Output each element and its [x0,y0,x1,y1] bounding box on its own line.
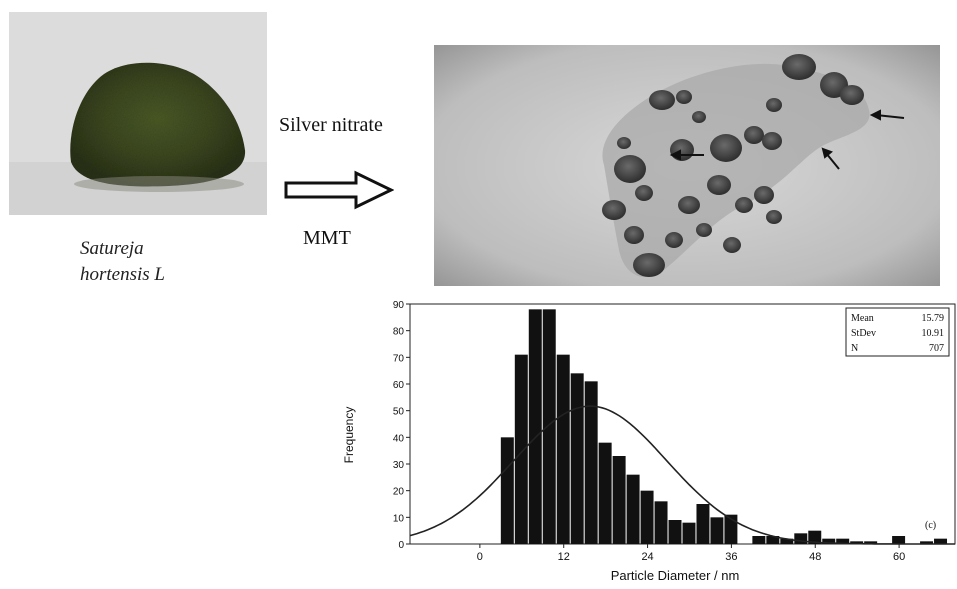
x-tick-label: 60 [893,551,905,563]
histogram-bar [696,504,710,544]
y-tick-label: 40 [393,433,405,444]
y-tick-label: 80 [393,327,405,338]
stats-label: N [851,343,858,354]
plant-name-line1: Satureja [80,238,144,259]
plant-name-line2: hortensis L [80,264,165,285]
histogram-bar [584,381,598,544]
x-tick-label: 48 [809,551,821,563]
histogram-bar [500,437,514,544]
stats-box-frame [845,307,950,357]
reagent-label-bottom: MMT [303,227,351,249]
histogram-bar [822,538,836,544]
histogram-bar [794,533,808,544]
histogram-bar [528,309,542,544]
histogram-bars [500,309,948,544]
x-tick-label: 36 [725,551,737,563]
histogram-bar [920,541,934,544]
histogram-bar [850,541,864,544]
histogram-bar [612,456,626,544]
histogram-bar [640,490,654,544]
histogram-bar [654,501,668,544]
histogram-bar [864,541,878,544]
histogram-bar [542,309,556,544]
histogram-bar [766,536,780,544]
x-tick-label: 0 [477,551,483,563]
reagent-label-top: Silver nitrate [279,114,383,136]
y-tick-label: 60 [393,380,405,391]
histogram-bar [892,536,906,544]
plant-powder-photo [9,12,267,215]
y-tick-label: 20 [393,487,405,498]
plant-powder-image [9,12,267,215]
tem-micrograph [434,45,940,286]
stats-box: Mean 15.79 StDev 10.91 N 707 [845,307,950,357]
histogram-bar [514,354,528,544]
y-tick-label: 30 [393,460,405,471]
panel-annotation: (c) [925,520,936,531]
histogram-bar [710,517,724,544]
histogram-bar [598,442,612,544]
histogram-ticks: 0 12 24 36 48 60 0 10 20 30 40 50 60 70 80 90 [393,300,905,563]
stats-value: 707 [929,343,944,354]
y-tick-label: 0 [398,540,404,551]
stats-label: StDev [851,328,876,339]
tem-micrograph-image [434,45,940,286]
x-axis-label: Particle Diameter / nm [611,568,740,583]
normal-fit-curve [409,405,955,545]
y-tick-label: 90 [393,300,405,311]
histogram-bar [836,538,850,544]
histogram-bar [780,538,794,544]
stats-value: 10.91 [922,328,945,339]
histogram-bar [808,530,822,544]
x-tick-label: 24 [641,551,653,563]
histogram-bar [724,514,738,544]
stats-label: Mean [851,313,874,324]
histogram-bar [668,520,682,544]
reaction-arrow-icon [284,170,394,210]
stats-value: 15.79 [922,313,945,324]
y-tick-label: 50 [393,407,405,418]
histogram-bar [626,474,640,544]
y-tick-label: 10 [393,513,405,524]
histogram-bar [556,354,570,544]
x-tick-label: 12 [558,551,570,563]
histogram-bar [752,536,766,544]
histogram-bar [934,538,948,544]
plant-name-caption: Satureja hortensis L [80,236,240,288]
y-axis-label: Frequency [342,407,356,464]
particle-size-histogram: 0 12 24 36 48 60 0 10 20 30 40 50 60 70 80 90 Frequency… [342,300,956,583]
histogram-bar [682,522,696,544]
y-tick-label: 70 [393,353,405,364]
histogram-bar [570,373,584,544]
